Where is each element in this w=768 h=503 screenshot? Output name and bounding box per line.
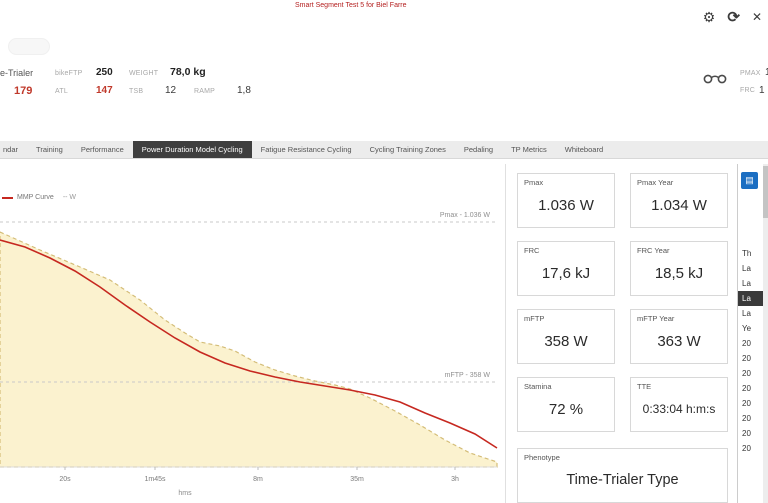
date-range-list: Th La La La La Ye 20 20 20 20 20 20 20 2… [738, 246, 764, 456]
metric-label: Stamina [524, 382, 552, 391]
metric-value: 17,6 kJ [541, 264, 591, 282]
metric-label: FRC Year [637, 246, 670, 255]
close-icon[interactable]: ✕ [751, 10, 762, 24]
dashboard-tabbar: ndar Training Performance Power Duration… [0, 141, 768, 159]
reference-line-label: mFTP - 358 W [445, 372, 491, 379]
metric-value: 358 W [544, 332, 588, 350]
tab-fatigue-resistance-cycling[interactable]: Fatigue Resistance Cycling [260, 145, 352, 154]
date-range-item[interactable]: 20 [742, 399, 751, 408]
legend-unit: -- W [62, 194, 77, 201]
tab-calendar-partial[interactable]: ndar [3, 145, 19, 154]
mmp-chart: Pmax - 1.036 W mFTP - 358 W 20s 1m45s 8m 35m… [0, 164, 505, 503]
tsb-label: TSB [129, 88, 144, 95]
metric-card-stamina: Stamina 72 % [517, 377, 615, 432]
metric-label: Phenotype [524, 453, 560, 462]
reference-line-label: Pmax - 1.036 W [440, 212, 491, 219]
tab-pedaling[interactable]: Pedaling [463, 145, 494, 154]
metric-label: FRC [524, 246, 540, 255]
date-range-item[interactable]: 20 [742, 429, 751, 438]
metric-card-frc: FRC 17,6 kJ [517, 241, 615, 296]
date-range-item[interactable]: 20 [742, 414, 751, 423]
panel-picker-icon[interactable]: ▤ [741, 172, 758, 189]
mmp-chart-svg[interactable]: Pmax - 1.036 W mFTP - 358 W 20s 1m45s 8m 35m… [0, 170, 505, 503]
metric-card-pmax-year: Pmax Year 1.034 W [630, 173, 728, 228]
tab-cycling-training-zones[interactable]: Cycling Training Zones [369, 145, 446, 154]
metric-label: TTE [637, 382, 652, 391]
tab-power-duration-model-cycling[interactable]: Power Duration Model Cycling [132, 141, 252, 158]
weight-value: 78,0 kg [170, 66, 206, 78]
x-tick-label: 20s [59, 476, 71, 483]
scrollbar-thumb[interactable] [763, 166, 768, 218]
metric-value: 363 W [657, 332, 701, 350]
metric-value: 18,5 kJ [654, 264, 704, 282]
date-range-item[interactable]: Th [742, 249, 752, 258]
metric-card-tte: TTE 0:33:04 h:m:s [630, 377, 728, 432]
date-range-item[interactable]: Ye [742, 324, 752, 333]
date-range-item[interactable]: La [742, 279, 751, 288]
frc-right-value: 1 [759, 85, 765, 96]
tab-tp-metrics[interactable]: TP Metrics [511, 145, 547, 154]
tab-performance[interactable]: Performance [80, 145, 124, 154]
date-range-item[interactable]: 20 [742, 354, 751, 363]
date-range-item-selected[interactable]: La [738, 291, 764, 306]
athlete-phenotype-text: e-Trialer [0, 68, 34, 78]
metric-label: mFTP Year [637, 314, 675, 323]
athlete-avatar-redacted [8, 38, 50, 55]
x-axis-title: hms [178, 490, 192, 497]
link-icon [702, 72, 728, 90]
ramp-value: 1,8 [237, 85, 251, 96]
settings-gear-icon[interactable]: ⚙ [702, 8, 716, 25]
metric-card-frc-year: FRC Year 18,5 kJ [630, 241, 728, 296]
x-tick-label: 35m [350, 476, 364, 483]
date-range-item[interactable]: 20 [742, 384, 751, 393]
metric-label: Pmax [524, 178, 544, 187]
legend-title: MMP Curve [17, 194, 54, 201]
metric-value: 0:33:04 h:m:s [642, 402, 716, 416]
metric-label: Pmax Year [637, 178, 674, 187]
titlebar: Smart Segment Test 5 for Biel Farre ⚙ ⟳ … [0, 0, 768, 34]
date-range-item[interactable]: La [742, 264, 751, 273]
metric-value: Time-Trialer Type [566, 472, 679, 488]
legend-line-swatch [2, 196, 13, 199]
tab-whiteboard[interactable]: Whiteboard [564, 145, 604, 154]
x-tick-label: 8m [253, 476, 263, 483]
weight-label: WEIGHT [129, 70, 159, 77]
right-sidebar: ▤ Th La La La La Ye 20 20 20 20 20 20 20… [737, 164, 768, 503]
metric-card-phenotype: Phenotype Time-Trialer Type [517, 448, 728, 503]
bikeftp-label: bikeFTP [55, 70, 83, 77]
x-tick-label: 1m45s [144, 476, 166, 483]
document-title-note: Smart Segment Test 5 for Biel Farre [295, 2, 407, 9]
chart-legend: MMP Curve -- W [2, 194, 76, 201]
ctl-value: 179 [14, 85, 33, 97]
date-range-item[interactable]: 20 [742, 339, 751, 348]
metric-card-pmax: Pmax 1.036 W [517, 173, 615, 228]
sync-refresh-icon[interactable]: ⟳ [727, 9, 740, 26]
frc-right-label: FRC [740, 87, 755, 94]
date-range-item[interactable]: 20 [742, 444, 751, 453]
tsb-value: 12 [165, 85, 177, 96]
mmp-area-path [0, 231, 498, 468]
x-ticks: 20s 1m45s 8m 35m 3h [59, 467, 459, 483]
ramp-label: RAMP [194, 88, 216, 95]
pmax-right-value: 1 [765, 67, 768, 78]
tab-training[interactable]: Training [36, 145, 63, 154]
x-tick-label: 3h [451, 476, 459, 483]
metric-card-mftp-year: mFTP Year 363 W [630, 309, 728, 364]
metric-label: mFTP [524, 314, 545, 323]
date-range-item[interactable]: La [742, 309, 751, 318]
titlebar-icons: ⚙ ⟳ ✕ [702, 8, 762, 27]
atl-value: 147 [96, 85, 113, 96]
date-range-item[interactable]: 20 [742, 369, 751, 378]
atl-label: ATL [55, 88, 68, 95]
metric-value: 1.036 W [538, 196, 594, 214]
metric-value: 1.034 W [651, 196, 707, 214]
bikeftp-value: 250 [96, 67, 113, 78]
pmax-right-label: PMAX [740, 70, 761, 77]
sidebar-scrollbar[interactable] [763, 164, 768, 503]
metrics-panel: Pmax 1.036 W Pmax Year 1.034 W FRC 17,6 … [505, 164, 737, 503]
reference-lines: Pmax - 1.036 W mFTP - 358 W [0, 212, 497, 383]
model-line-path [0, 239, 498, 449]
metric-value: 72 % [548, 400, 584, 418]
metric-card-mftp: mFTP 358 W [517, 309, 615, 364]
